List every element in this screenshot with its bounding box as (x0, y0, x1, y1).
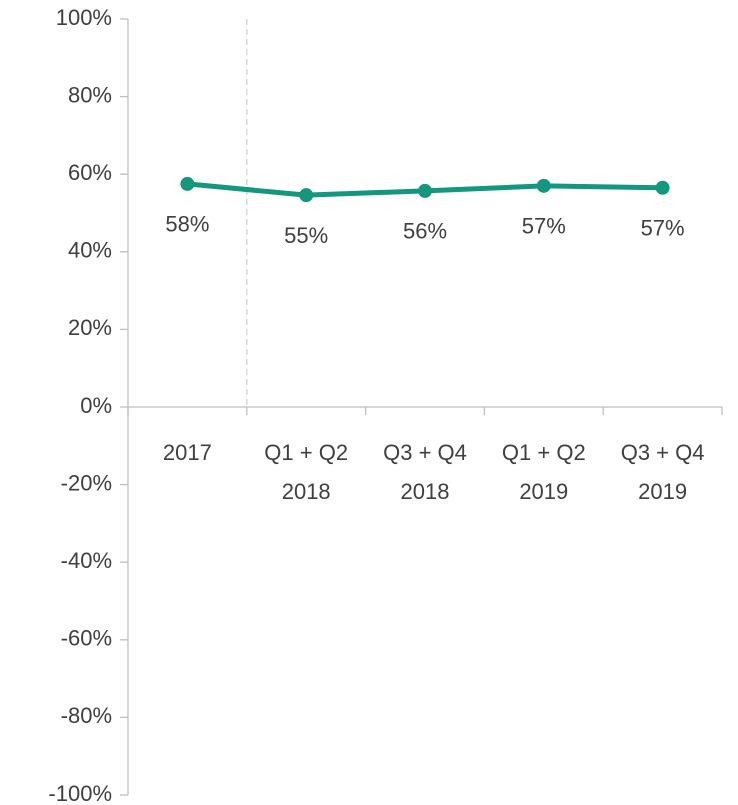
y-tick-label: -80% (61, 703, 112, 728)
y-tick-label: -100% (48, 781, 112, 805)
y-tick-label: 100% (56, 5, 112, 30)
x-tick-label: Q1 + Q2 (502, 440, 586, 465)
x-tick-label: 2019 (638, 479, 687, 504)
x-tick-label: 2017 (163, 440, 212, 465)
x-tick-label: Q3 + Q4 (383, 440, 467, 465)
y-tick-label: 40% (68, 238, 112, 263)
y-tick-label: 60% (68, 160, 112, 185)
data-label: 57% (522, 214, 566, 239)
data-label: 58% (165, 212, 209, 237)
point (299, 188, 314, 203)
x-tick-label: 2018 (282, 479, 331, 504)
point (418, 183, 432, 198)
data-label: 57% (641, 216, 685, 241)
y-tick-label: 20% (68, 315, 112, 340)
y-tick-label: 80% (68, 82, 112, 107)
point (536, 178, 551, 193)
y-tick-label: -60% (61, 626, 112, 651)
point (655, 180, 670, 195)
point (180, 176, 195, 191)
x-tick-label: 2019 (519, 479, 568, 504)
x-tick-label: Q1 + Q2 (264, 440, 348, 465)
y-tick-label: -20% (61, 470, 112, 495)
data-label: 55% (284, 223, 328, 248)
x-tick-label: Q3 + Q4 (621, 440, 705, 465)
data-label: 56% (403, 219, 447, 244)
x-tick-label: 2018 (401, 479, 450, 504)
y-tick-label: -40% (61, 548, 112, 573)
y-tick-label: 0% (80, 393, 112, 418)
